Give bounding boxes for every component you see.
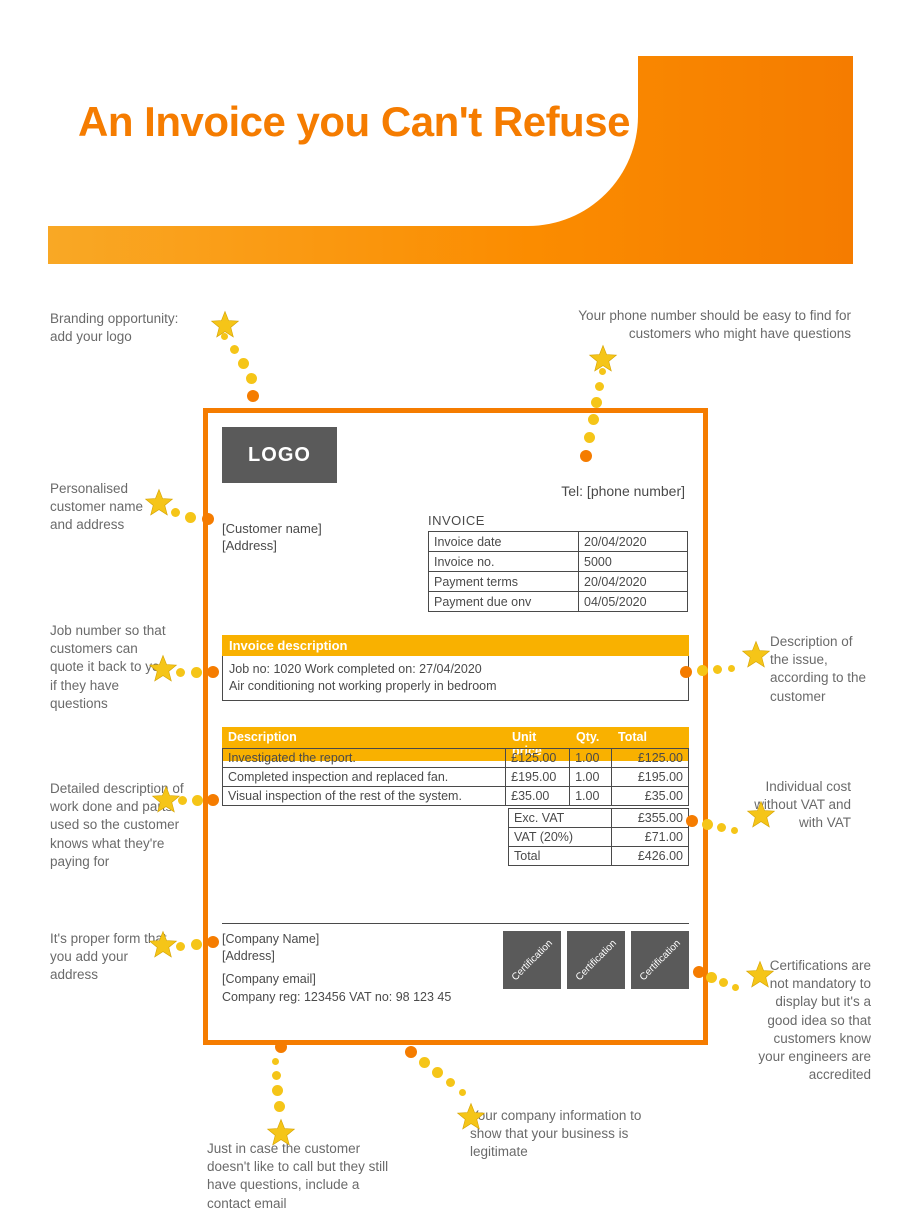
star-icon: [456, 1102, 486, 1132]
star-icon: [745, 960, 775, 990]
connector-dot: [719, 978, 728, 987]
connector-dot: [446, 1078, 455, 1087]
connector-dot: [275, 1041, 287, 1053]
connector-dot: [702, 819, 713, 830]
desc-line: Air conditioning not working properly in…: [229, 678, 682, 695]
ann-email: Just in case the customer doesn't like t…: [207, 1140, 402, 1213]
connector-dot: [207, 936, 219, 948]
invoice-sample: LOGO Tel: [phone number] [Customer name]…: [203, 408, 708, 1045]
item-row: Visual inspection of the rest of the sys…: [223, 787, 689, 806]
connector-dot: [591, 397, 602, 408]
connector-dot: [732, 984, 739, 991]
connector-dot: [693, 966, 705, 978]
connector-dot: [246, 373, 257, 384]
connector-dot: [580, 450, 592, 462]
cert-badges: Certification Certification Certificatio…: [503, 931, 689, 989]
cert-badge: Certification: [503, 931, 561, 989]
connector-dot: [272, 1058, 279, 1065]
connector-dot: [717, 823, 726, 832]
connector-dot: [419, 1057, 430, 1068]
ann-customer: Personalised customer name and address: [50, 480, 145, 535]
star-icon: [266, 1118, 296, 1148]
item-row: Investigated the report.£125.001.00£125.…: [223, 749, 689, 768]
meta-row: Invoice no.5000: [429, 552, 688, 572]
connector-dot: [584, 432, 595, 443]
meta-row: Payment due onv04/05/2020: [429, 592, 688, 612]
meta-row: Payment terms20/04/2020: [429, 572, 688, 592]
invoice-meta-table: Invoice date20/04/2020 Invoice no.5000 P…: [428, 531, 688, 612]
connector-dot: [185, 512, 196, 523]
logo-placeholder: LOGO: [222, 427, 337, 483]
connector-dot: [459, 1089, 466, 1096]
customer-block: [Customer name] [Address]: [222, 521, 322, 555]
ann-companyinfo: Your company information to show that yo…: [470, 1107, 670, 1162]
company-address: [Address]: [222, 948, 319, 965]
items-table: Investigated the report.£125.001.00£125.…: [222, 748, 689, 806]
company-block: [Company Name] [Address]: [222, 931, 319, 965]
connector-dot: [595, 382, 604, 391]
description-body: Job no: 1020 Work completed on: 27/04/20…: [222, 656, 689, 701]
ann-logo: Branding opportunity: add your logo: [50, 310, 200, 346]
connector-dot: [731, 827, 738, 834]
customer-name: [Customer name]: [222, 521, 322, 538]
connector-dot: [728, 665, 735, 672]
connector-dot: [697, 665, 708, 676]
connector-dot: [230, 345, 239, 354]
footer-rule: [222, 923, 689, 924]
total-row: Exc. VAT£355.00: [509, 809, 689, 828]
connector-dot: [274, 1101, 285, 1112]
connector-dot: [680, 666, 692, 678]
item-row: Completed inspection and replaced fan.£1…: [223, 768, 689, 787]
star-icon: [144, 488, 174, 518]
tel-line: Tel: [phone number]: [561, 483, 685, 499]
connector-dot: [192, 795, 203, 806]
connector-dot: [405, 1046, 417, 1058]
star-icon: [741, 640, 771, 670]
ann-phone: Your phone number should be easy to find…: [551, 307, 851, 343]
connector-dot: [207, 794, 219, 806]
connector-dot: [191, 939, 202, 950]
cert-badge: Certification: [631, 931, 689, 989]
star-icon: [210, 310, 240, 340]
star-icon: [148, 930, 178, 960]
connector-dot: [238, 358, 249, 369]
company-email: [Company email]: [222, 971, 451, 989]
connector-dot: [202, 513, 214, 525]
total-row: Total£426.00: [509, 847, 689, 866]
connector-dot: [686, 815, 698, 827]
meta-row: Invoice date20/04/2020: [429, 532, 688, 552]
connector-dot: [588, 414, 599, 425]
star-icon: [746, 800, 776, 830]
ann-issue: Description of the issue, according to t…: [770, 633, 875, 706]
star-icon: [148, 654, 178, 684]
customer-address: [Address]: [222, 538, 322, 555]
total-row: VAT (20%)£71.00: [509, 828, 689, 847]
connector-dot: [706, 972, 717, 983]
star-icon: [588, 344, 618, 374]
description-header: Invoice description: [222, 635, 689, 656]
page-title: An Invoice you Can't Refuse: [78, 98, 630, 146]
totals-table: Exc. VAT£355.00 VAT (20%)£71.00 Total£42…: [508, 808, 689, 866]
connector-dot: [713, 665, 722, 674]
desc-line: Job no: 1020 Work completed on: 27/04/20…: [229, 661, 682, 678]
connector-dot: [207, 666, 219, 678]
connector-dot: [247, 390, 259, 402]
star-icon: [151, 785, 181, 815]
company-reg: Company reg: 123456 VAT no: 98 123 45: [222, 989, 451, 1007]
connector-dot: [272, 1071, 281, 1080]
connector-dot: [191, 667, 202, 678]
company-block-2: [Company email] Company reg: 123456 VAT …: [222, 971, 451, 1006]
connector-dot: [432, 1067, 443, 1078]
cert-badge: Certification: [567, 931, 625, 989]
invoice-label: INVOICE: [428, 513, 485, 528]
company-name: [Company Name]: [222, 931, 319, 948]
connector-dot: [272, 1085, 283, 1096]
